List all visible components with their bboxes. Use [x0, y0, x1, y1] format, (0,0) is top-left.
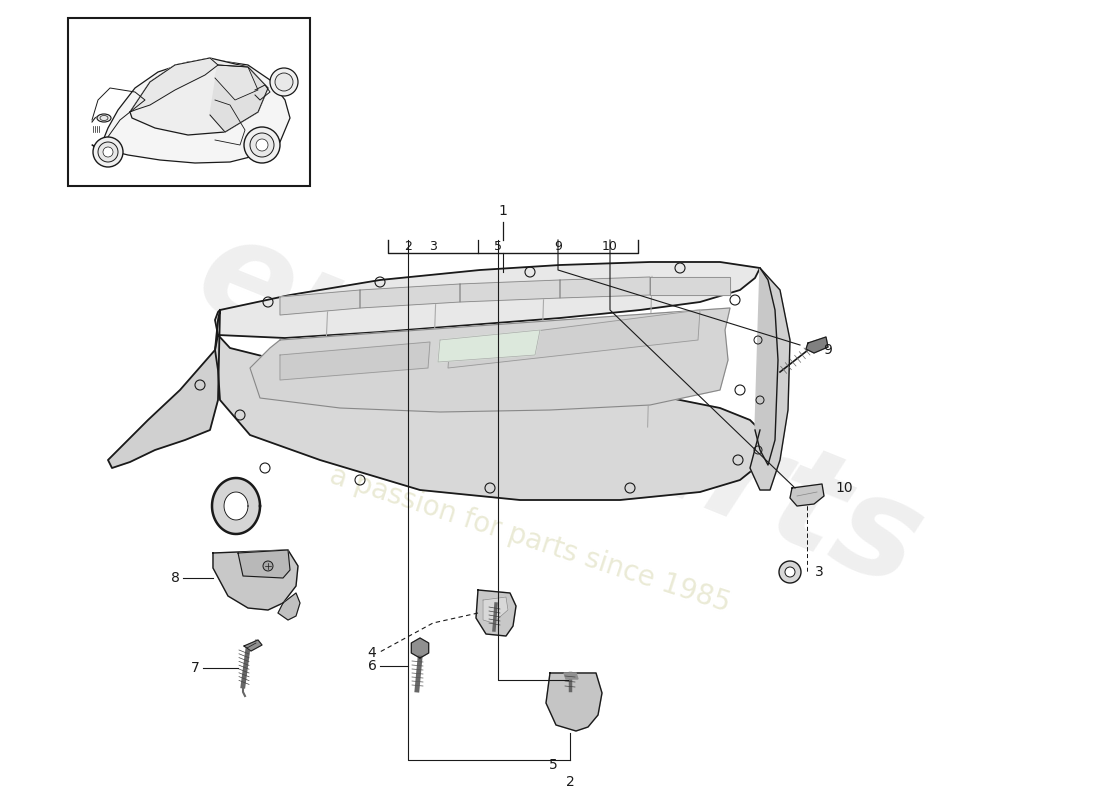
Polygon shape: [214, 65, 258, 100]
Circle shape: [250, 133, 274, 157]
Polygon shape: [92, 60, 290, 163]
Circle shape: [263, 561, 273, 571]
Polygon shape: [411, 638, 429, 658]
Text: a passion for parts since 1985: a passion for parts since 1985: [326, 462, 734, 618]
Polygon shape: [244, 640, 262, 651]
Text: 6: 6: [368, 659, 377, 673]
Text: 3: 3: [815, 565, 824, 579]
Polygon shape: [214, 335, 760, 500]
Polygon shape: [360, 284, 460, 308]
Polygon shape: [806, 337, 828, 353]
Polygon shape: [280, 342, 430, 380]
Text: 5: 5: [494, 240, 502, 253]
Text: 10: 10: [602, 240, 618, 253]
Polygon shape: [483, 597, 508, 623]
Circle shape: [256, 139, 268, 151]
Text: 1: 1: [498, 204, 507, 218]
Polygon shape: [750, 268, 790, 490]
Polygon shape: [210, 65, 268, 132]
Polygon shape: [238, 550, 290, 578]
Polygon shape: [108, 310, 220, 468]
Polygon shape: [476, 590, 516, 636]
Circle shape: [94, 137, 123, 167]
Text: 5: 5: [549, 758, 558, 772]
Polygon shape: [755, 268, 778, 465]
Polygon shape: [460, 280, 560, 302]
Text: 8: 8: [172, 571, 180, 585]
Circle shape: [275, 73, 293, 91]
Circle shape: [779, 561, 801, 583]
Text: 2: 2: [565, 775, 574, 789]
Polygon shape: [448, 310, 700, 368]
Polygon shape: [278, 593, 300, 620]
Ellipse shape: [97, 114, 111, 122]
Polygon shape: [130, 58, 218, 112]
Text: 3: 3: [429, 240, 437, 253]
Polygon shape: [212, 478, 260, 534]
Text: 9: 9: [823, 343, 832, 357]
Text: 7: 7: [191, 661, 200, 675]
Circle shape: [244, 127, 280, 163]
Polygon shape: [214, 262, 760, 338]
Circle shape: [103, 147, 113, 157]
Circle shape: [785, 567, 795, 577]
Polygon shape: [560, 277, 650, 298]
Text: 4: 4: [367, 646, 376, 660]
Circle shape: [270, 68, 298, 96]
Polygon shape: [438, 330, 540, 362]
Text: 9: 9: [554, 240, 562, 253]
Polygon shape: [224, 492, 248, 520]
Polygon shape: [250, 308, 730, 412]
Text: 10: 10: [835, 481, 852, 495]
Polygon shape: [130, 58, 268, 135]
Text: 2: 2: [404, 240, 411, 253]
Polygon shape: [213, 550, 298, 610]
Polygon shape: [650, 277, 730, 295]
Polygon shape: [564, 673, 578, 679]
Circle shape: [98, 142, 118, 162]
Polygon shape: [546, 673, 602, 731]
Bar: [68, 18, 310, 186]
Polygon shape: [790, 484, 824, 506]
Polygon shape: [280, 290, 360, 315]
Text: europarts: europarts: [179, 204, 942, 616]
